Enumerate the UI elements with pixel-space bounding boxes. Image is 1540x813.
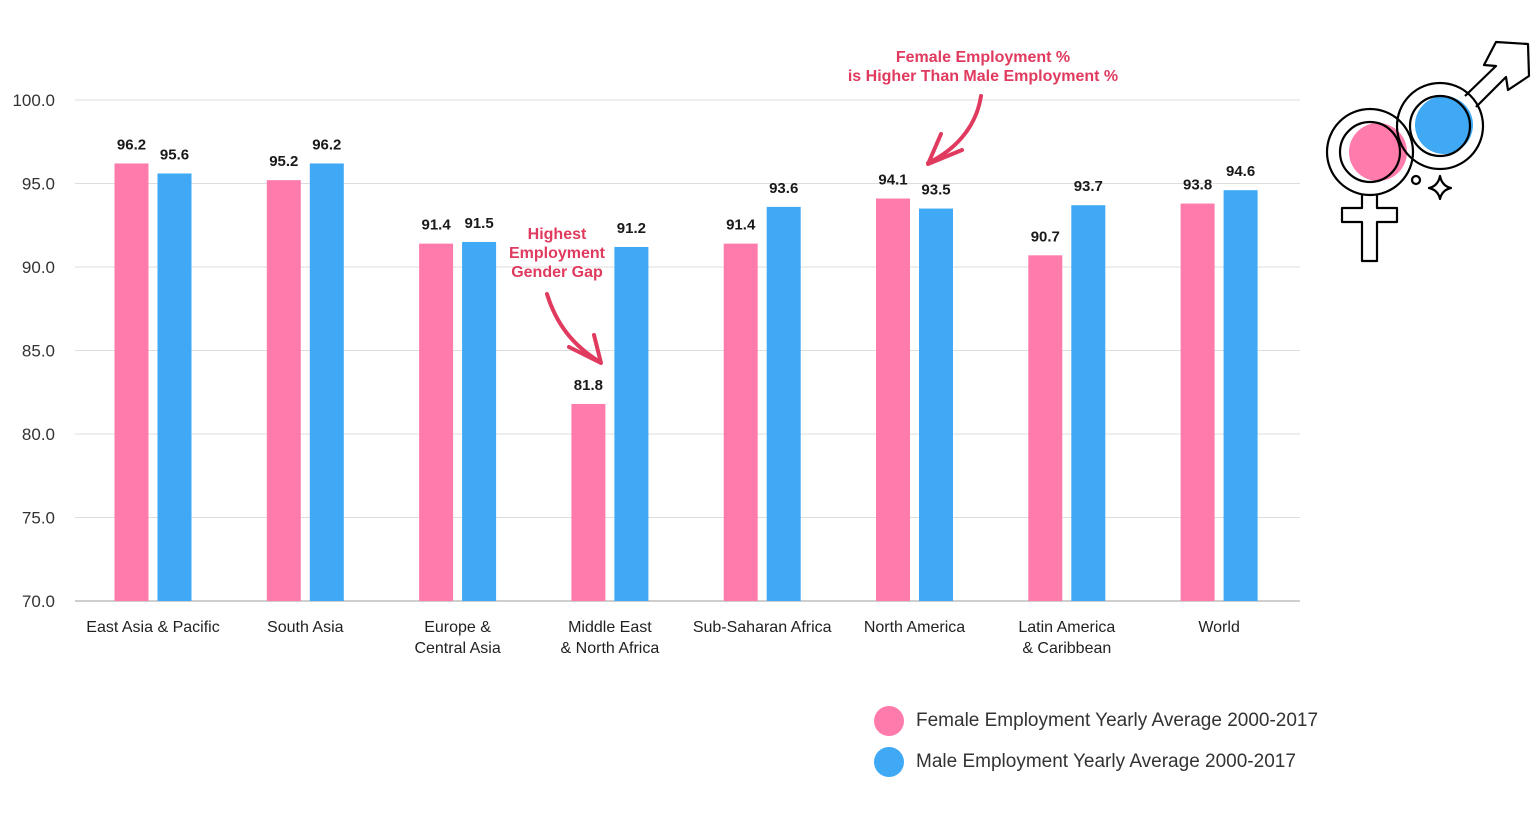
bars bbox=[114, 163, 1258, 602]
y-tick-label: 80.0 bbox=[22, 425, 55, 444]
x-axis-ticks: East Asia & Pacific South Asia Europe & Cen… bbox=[86, 619, 1240, 657]
legend-item-female: Female Employment Yearly Average 2000-20… bbox=[874, 700, 1318, 741]
data-label: 93.7 bbox=[1074, 178, 1103, 195]
bar-male bbox=[1071, 205, 1106, 601]
data-label: 90.7 bbox=[1031, 228, 1060, 245]
x-tick-label: Latin America bbox=[1018, 619, 1115, 636]
bar-male bbox=[462, 241, 497, 601]
x-tick-label: World bbox=[1198, 619, 1240, 636]
bar-female bbox=[266, 180, 301, 601]
x-tick-label: Middle East bbox=[568, 619, 652, 636]
data-label: 95.2 bbox=[269, 153, 298, 170]
data-label: 91.2 bbox=[617, 220, 646, 237]
legend-label-female: Female Employment Yearly Average 2000-20… bbox=[916, 709, 1319, 731]
legend: Female Employment Yearly Average 2000-20… bbox=[874, 700, 1318, 782]
y-tick-label: 70.0 bbox=[22, 592, 55, 611]
data-label: 96.2 bbox=[117, 136, 146, 153]
bar-female bbox=[419, 243, 454, 601]
data-label: 91.5 bbox=[464, 215, 493, 232]
bar-male bbox=[766, 206, 801, 601]
bar-female bbox=[1028, 255, 1063, 601]
x-tick-label: & North Africa bbox=[561, 640, 660, 657]
x-tick-label: East Asia & Pacific bbox=[86, 619, 219, 636]
y-tick-label: 75.0 bbox=[22, 509, 55, 528]
x-tick-label: Central Asia bbox=[414, 640, 500, 657]
bar-female bbox=[571, 403, 606, 601]
data-label: 94.1 bbox=[878, 172, 907, 189]
annotation-arrow-gap bbox=[545, 292, 603, 365]
bar-male bbox=[1223, 190, 1258, 601]
annotation-text: Gender Gap bbox=[511, 264, 603, 281]
legend-item-male: Male Employment Yearly Average 2000-2017 bbox=[874, 741, 1318, 782]
data-label: 81.8 bbox=[574, 377, 603, 394]
y-axis-ticks: 70.0 75.0 80.0 85.0 90.0 95.0 100.0 bbox=[12, 91, 55, 611]
data-label: 91.4 bbox=[421, 217, 451, 234]
legend-label-male: Male Employment Yearly Average 2000-2017 bbox=[916, 750, 1296, 772]
annotation-arrow-higher bbox=[926, 94, 983, 166]
y-tick-label: 85.0 bbox=[22, 342, 55, 361]
legend-swatch-male bbox=[874, 746, 904, 777]
x-tick-label: Europe & bbox=[424, 619, 491, 636]
bar-female bbox=[114, 163, 149, 601]
y-tick-label: 100.0 bbox=[12, 91, 55, 110]
data-label: 93.6 bbox=[769, 180, 798, 197]
bar-male bbox=[309, 163, 344, 601]
data-label: 94.6 bbox=[1226, 163, 1255, 180]
annotations: Highest Employment Gender Gap Female Employ… bbox=[509, 49, 1118, 281]
x-tick-label: South Asia bbox=[267, 619, 344, 636]
bar-female bbox=[723, 243, 758, 601]
x-tick-label: North America bbox=[864, 619, 965, 636]
annotation-text: is Higher Than Male Employment % bbox=[848, 68, 1118, 85]
gridlines bbox=[75, 99, 1300, 602]
data-label: 91.4 bbox=[726, 217, 756, 234]
bar-male bbox=[157, 173, 192, 602]
data-label: 93.8 bbox=[1183, 177, 1212, 194]
bar-male bbox=[919, 208, 953, 602]
data-label: 96.2 bbox=[312, 136, 341, 153]
gender-symbols-icon bbox=[1325, 40, 1531, 263]
annotation-text: Female Employment % bbox=[896, 49, 1070, 66]
annotation-text: Employment bbox=[509, 245, 606, 262]
y-tick-label: 95.0 bbox=[22, 175, 55, 194]
data-label: 93.5 bbox=[921, 182, 950, 199]
data-label: 95.6 bbox=[160, 146, 189, 163]
data-labels: 96.2 95.6 95.2 96.2 91.4 91.5 81.8 91.2 91.4 93.6… bbox=[117, 136, 1255, 393]
bar-female bbox=[876, 198, 910, 601]
x-tick-label: & Caribbean bbox=[1022, 640, 1111, 657]
legend-swatch-female bbox=[874, 705, 904, 736]
bar-male bbox=[614, 246, 649, 601]
bar-female bbox=[1180, 203, 1215, 602]
x-tick-label: Sub-Saharan Africa bbox=[693, 619, 832, 636]
annotation-text: Highest bbox=[528, 226, 587, 243]
y-tick-label: 90.0 bbox=[22, 258, 55, 277]
